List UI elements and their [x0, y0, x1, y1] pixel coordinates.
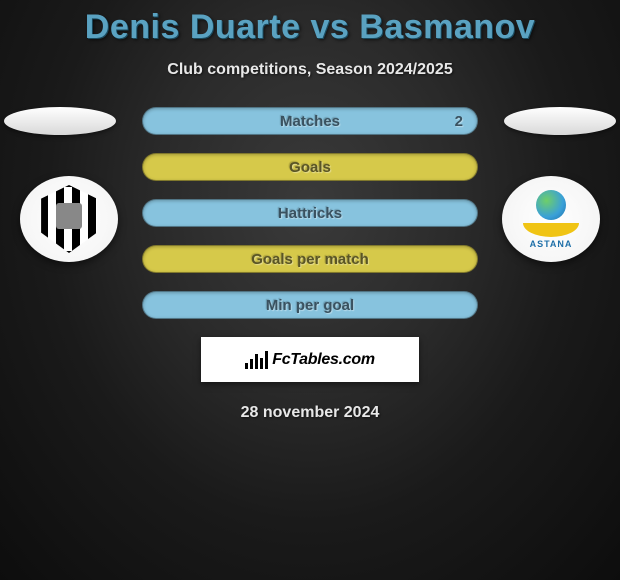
stat-row: Matches 2: [0, 107, 620, 135]
branding-text: FcTables.com: [272, 351, 375, 369]
swoosh-icon: [523, 223, 579, 237]
branding-box: FcTables.com: [201, 337, 419, 382]
stat-pill: Goals per match: [142, 245, 478, 273]
right-player-oval: [504, 107, 616, 135]
left-player-oval: [4, 107, 116, 135]
stat-pill: Hattricks: [142, 199, 478, 227]
stat-pill: Min per goal: [142, 291, 478, 319]
astana-label: ASTANA: [530, 239, 573, 249]
date-label: 28 november 2024: [0, 404, 620, 422]
stat-label: Goals per match: [251, 251, 369, 268]
stat-label: Matches: [280, 113, 340, 130]
right-club-badge: ASTANA: [502, 176, 600, 262]
stat-label: Hattricks: [278, 205, 342, 222]
comparison-title: Denis Duarte vs Basmanov: [0, 8, 620, 47]
vitoria-crest-icon: [38, 185, 100, 253]
stat-label: Goals: [289, 159, 331, 176]
left-club-badge: [20, 176, 118, 262]
season-subtitle: Club competitions, Season 2024/2025: [0, 61, 620, 79]
stat-row: Goals: [0, 153, 620, 181]
stat-label: Min per goal: [266, 297, 354, 314]
astana-crest-icon: ASTANA: [511, 184, 591, 254]
stat-right-value: 2: [455, 113, 463, 130]
stat-pill: Matches 2: [142, 107, 478, 135]
stat-row: Min per goal: [0, 291, 620, 319]
bars-chart-icon: [245, 351, 268, 369]
infographic-content: Denis Duarte vs Basmanov Club competitio…: [0, 0, 620, 422]
ball-icon: [536, 190, 566, 220]
stat-pill: Goals: [142, 153, 478, 181]
